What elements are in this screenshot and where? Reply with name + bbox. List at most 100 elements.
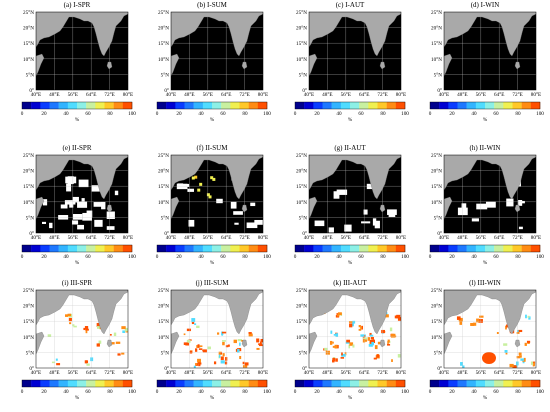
map-area: 25°N 20°N 15°N 10°N 5°N 0°40°E 48°E 56°E 64°E 72°…	[431, 9, 541, 98]
map-figure: 25°N 20°N 15°N 10°N 5°N 0°40°E 48°E 56°E 64°E 72°…	[429, 9, 545, 123]
lon-tick-label: 64°E	[494, 234, 504, 241]
colorbar-unit: %	[210, 395, 215, 401]
colorbar-unit: %	[75, 117, 80, 123]
colorbar-segment	[322, 245, 332, 252]
colorbar-segment	[166, 102, 176, 109]
map-panel: (j) III-SUM 25°N 20°N 15°N 10°N 5°N 0° 40°E 48°E…	[147, 279, 277, 412]
lon-tick-label: 72°E	[512, 91, 522, 98]
lat-tick-label: 5°N	[299, 214, 308, 221]
colorbar-segment	[95, 102, 105, 109]
map-area: 25°N 20°N 15°N 10°N 5°N 0°40°E 48°E 56°E 64°E 72°…	[296, 9, 406, 98]
colorbar-segment	[157, 245, 167, 252]
lat-tick-label: 5°N	[299, 71, 308, 78]
colorbar-segment	[67, 102, 78, 109]
colorbar-segment	[31, 102, 41, 109]
data-field	[171, 12, 263, 90]
colorbar-segment	[67, 380, 78, 387]
lat-tick-label: 5°N	[26, 214, 35, 221]
colorbar-segment	[77, 380, 87, 387]
colorbar-segment	[257, 245, 268, 252]
colorbar-segment	[475, 380, 486, 387]
colorbar-segment	[86, 380, 96, 387]
lon-tick-label: 80°E	[531, 369, 541, 376]
colorbar-segment	[494, 380, 504, 387]
map-area: 25°N 20°N 15°N 10°N 5°N 0°40°E 48°E 56°E 64°E 72°…	[23, 287, 133, 376]
colorbar-tick-label: 60	[220, 254, 226, 260]
map-panel: (g) II-AUT 25°N 20°N 15°N 10°N 5°N 0° 40°E 48°E 5…	[285, 144, 415, 277]
panel-title: (h) II-WIN	[469, 144, 501, 152]
colorbar-segment	[295, 245, 305, 252]
colorbar-segment	[295, 102, 305, 109]
colorbar-tick-label: 100	[536, 111, 544, 117]
lon-tick-label: 64°E	[221, 234, 231, 241]
colorbar-tick-label: 0	[21, 389, 24, 395]
colorbar-unit: %	[348, 395, 353, 401]
colorbar-segment	[122, 245, 133, 252]
lon-tick-label: 80°E	[396, 234, 406, 241]
lon-tick-label: 56°E	[476, 91, 486, 98]
colorbar-tick-label: 80	[380, 111, 386, 117]
colorbar-segment	[113, 102, 124, 109]
colorbar-segment	[40, 102, 50, 109]
colorbar-tick-label: 20	[449, 254, 455, 260]
colorbar-segment	[359, 245, 369, 252]
land-mask	[309, 12, 401, 77]
colorbar-tick-label: 20	[41, 111, 47, 117]
colorbar-segment	[322, 380, 332, 387]
lon-tick-label: 72°E	[239, 91, 249, 98]
colorbar-tick-label: 80	[380, 389, 386, 395]
colorbar-tick-label: 40	[63, 389, 69, 395]
lon-tick-label: 72°E	[512, 234, 522, 241]
colorbar-tick-label: 60	[220, 111, 226, 117]
lon-tick-label: 48°E	[184, 369, 194, 376]
map-area: 25°N 20°N 15°N 10°N 5°N 0°40°E 48°E 56°E 64°E 72°…	[431, 287, 541, 376]
colorbar-segment	[86, 245, 96, 252]
lon-tick-label: 64°E	[86, 234, 96, 241]
lat-tick-label: 25°N	[431, 152, 442, 159]
lon-tick-label: 56°E	[341, 369, 351, 376]
lat-tick-label: 20°N	[296, 168, 307, 175]
lat-tick-label: 0°	[302, 365, 307, 372]
lat-tick-label: 20°N	[23, 168, 34, 175]
lon-tick-label: 64°E	[494, 91, 504, 98]
colorbar-segment	[212, 102, 222, 109]
colorbar-segment	[104, 245, 114, 252]
colorbar-segment	[530, 245, 541, 252]
colorbar-segment	[193, 245, 204, 252]
colorbar-tick-label: 60	[358, 111, 364, 117]
lat-tick-label: 0°	[437, 230, 442, 237]
colorbar-segment	[521, 380, 532, 387]
lat-tick-label: 5°N	[161, 71, 170, 78]
lon-tick-label: 40°E	[304, 234, 314, 241]
colorbar-segment	[512, 102, 522, 109]
colorbar-tick-label: 100	[536, 254, 544, 260]
lon-tick-label: 48°E	[457, 91, 467, 98]
map-area: 25°N 20°N 15°N 10°N 5°N 0°40°E 48°E 56°E 64°E 72°…	[23, 152, 133, 241]
data-field	[309, 12, 401, 90]
colorbar-tick-label: 60	[358, 254, 364, 260]
lon-tick-label: 80°E	[396, 91, 406, 98]
lat-tick-label: 25°N	[296, 287, 307, 294]
colorbar-tick-label: 0	[21, 254, 24, 260]
colorbar-segment	[340, 245, 351, 252]
colorbar-tick-label: 40	[198, 254, 204, 260]
map-panel: (h) II-WIN 25°N 20°N 15°N 10°N 5°N 0° 40°E 48°E 5…	[420, 144, 550, 277]
colorbar-tick-label: 60	[85, 111, 91, 117]
colorbar-tick-label: 0	[294, 254, 297, 260]
lon-tick-label: 48°E	[457, 234, 467, 241]
lat-tick-label: 15°N	[23, 318, 34, 325]
colorbar-segment	[49, 102, 59, 109]
colorbar-segment	[439, 245, 449, 252]
colorbar-segment	[40, 245, 50, 252]
colorbar-segment	[386, 102, 397, 109]
colorbar-tick-label: 60	[493, 254, 499, 260]
colorbar-segment	[530, 380, 541, 387]
colorbar-unit: %	[75, 260, 80, 266]
lat-tick-label: 15°N	[296, 183, 307, 190]
colorbar-tick-label: 40	[471, 389, 477, 395]
colorbar-segment	[485, 245, 495, 252]
lat-tick-label: 20°N	[23, 25, 34, 32]
colorbar-segment	[58, 102, 69, 109]
colorbar-segment	[331, 245, 342, 252]
